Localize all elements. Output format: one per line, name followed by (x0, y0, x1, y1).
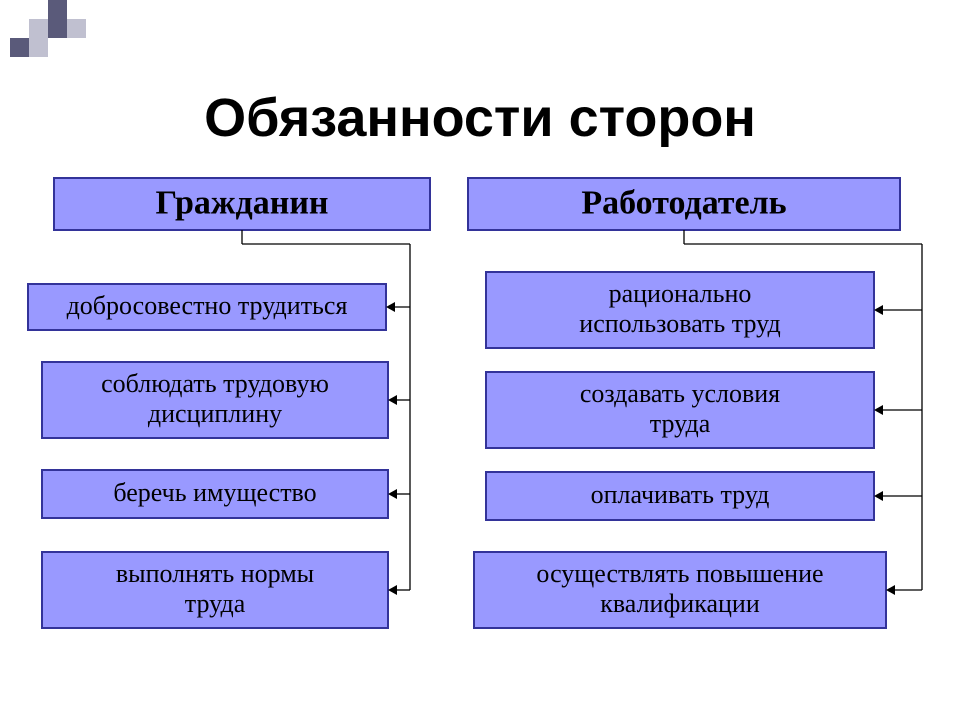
corner-square (29, 19, 48, 38)
item-box-right-1-label: труда (650, 409, 711, 438)
header-box-right-label: Работодатель (581, 184, 786, 221)
header-box-left-label: Гражданин (155, 184, 328, 221)
item-box-right-3-label: квалификации (600, 589, 760, 618)
item-box-left-2-label: беречь имущество (113, 478, 316, 507)
corner-square (67, 19, 86, 38)
corner-square (48, 0, 67, 19)
item-box-left-3-label: труда (185, 589, 246, 618)
page-title: Обязанности сторон (204, 88, 756, 148)
corner-square (29, 38, 48, 57)
connector-arrow (388, 585, 397, 595)
item-box-right-0-label: рационально (609, 279, 752, 308)
connector-arrow (386, 302, 395, 312)
connector-arrow (388, 489, 397, 499)
item-box-left-0-label: добросовестно трудиться (67, 291, 348, 320)
corner-square (48, 19, 67, 38)
corner-square (10, 38, 29, 57)
connector-arrow (874, 491, 883, 501)
item-box-right-1-label: создавать условия (580, 379, 780, 408)
item-box-right-3-label: осуществлять повышение (536, 559, 823, 588)
item-box-right-0-label: использовать труд (579, 309, 780, 338)
connector-arrow (874, 405, 883, 415)
item-box-left-3-label: выполнять нормы (116, 559, 314, 588)
diagram-canvas: Обязанности сторон Гражданин добросовестно… (0, 0, 960, 720)
item-box-right-2-label: оплачивать труд (591, 480, 770, 509)
connector-arrow (388, 395, 397, 405)
connector-arrow (886, 585, 895, 595)
item-box-left-1-label: дисциплину (148, 399, 282, 428)
item-box-left-1-label: соблюдать трудовую (101, 369, 329, 398)
corner-decoration (10, 0, 86, 57)
connector-arrow (874, 305, 883, 315)
